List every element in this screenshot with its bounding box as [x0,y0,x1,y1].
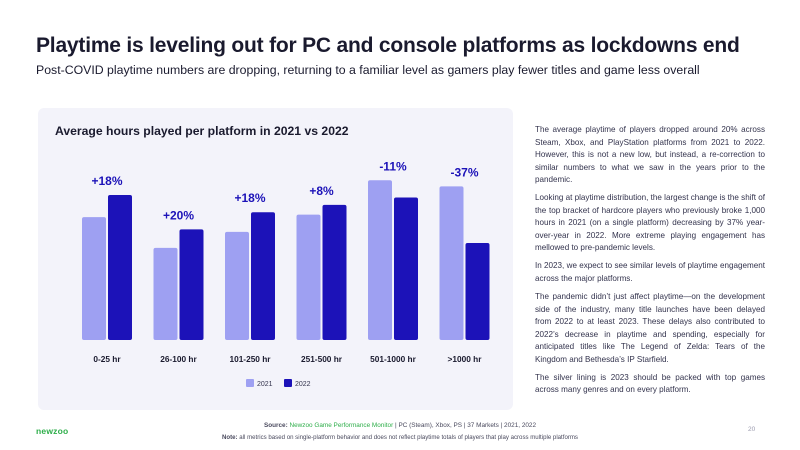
commentary-paragraph: The pandemic didn’t just affect playtime… [535,292,765,364]
x-tick-label: 101-250 hr [229,354,271,364]
newzoo-logo: newzoo [36,426,69,436]
commentary-paragraph: Looking at playtime distribution, the la… [535,193,765,253]
x-tick-label: 251-500 hr [301,354,343,364]
page-subtitle: Post-COVID playtime numbers are dropping… [36,63,700,77]
change-label: +18% [234,191,265,205]
change-label: +18% [91,174,122,188]
bar-2022-1 [108,195,132,340]
commentary-paragraph: The silver lining is 2023 should be pack… [535,372,765,395]
bar-2022-6 [465,242,490,340]
bar-2022-4 [322,204,347,340]
note-label: Note: [222,434,238,441]
note-text: all metrics based on single-platform beh… [239,434,578,441]
page-number: 20 [748,426,756,433]
note-line: Note: all metrics based on single-platfo… [0,434,800,441]
source-label: Source: [263,422,288,429]
source-line: Source: Newzoo Game Performance Monitor … [0,422,800,429]
change-label: -37% [450,165,478,179]
bar-2021-6 [439,186,464,340]
bar-2021-3 [225,231,249,340]
legend-swatch-2021 [246,379,254,387]
change-label: -11% [379,159,407,173]
bar-2021-4 [296,214,321,340]
bar-2021-2 [153,247,178,340]
x-tick-label: 501-1000 hr [370,354,416,364]
chart-title: Average hours played per platform in 202… [55,124,349,138]
bar-2021-5 [368,180,392,340]
commentary-paragraph: The average playtime of players dropped … [535,125,765,185]
legend-label-2022: 2022 [295,381,311,388]
bar-2022-2 [179,229,204,340]
source-details: | PC (Steam), Xbox, PS | 37 Markets | 20… [395,422,537,429]
bar-2021-1 [82,217,106,340]
legend-swatch-2022 [284,379,292,387]
x-tick-label: >1000 hr [448,354,483,364]
x-tick-label: 26-100 hr [160,354,197,364]
bar-2022-3 [251,212,275,340]
change-label: +8% [309,184,334,198]
commentary-paragraph: In 2023, we expect to see similar levels… [535,261,765,284]
source-link[interactable]: Newzoo Game Performance Monitor [289,422,394,429]
bar-chart: 0-25 hr +18% 26-100 hr +20% 101-250 hr +18% 25… [82,159,490,388]
change-label: +20% [163,208,194,222]
commentary: The average playtime of players dropped … [535,124,765,402]
page-title: Playtime is leveling out for PC and cons… [36,34,740,57]
bar-2022-5 [394,197,418,340]
legend-label-2021: 2021 [257,381,273,388]
x-tick-label: 0-25 hr [93,354,121,364]
